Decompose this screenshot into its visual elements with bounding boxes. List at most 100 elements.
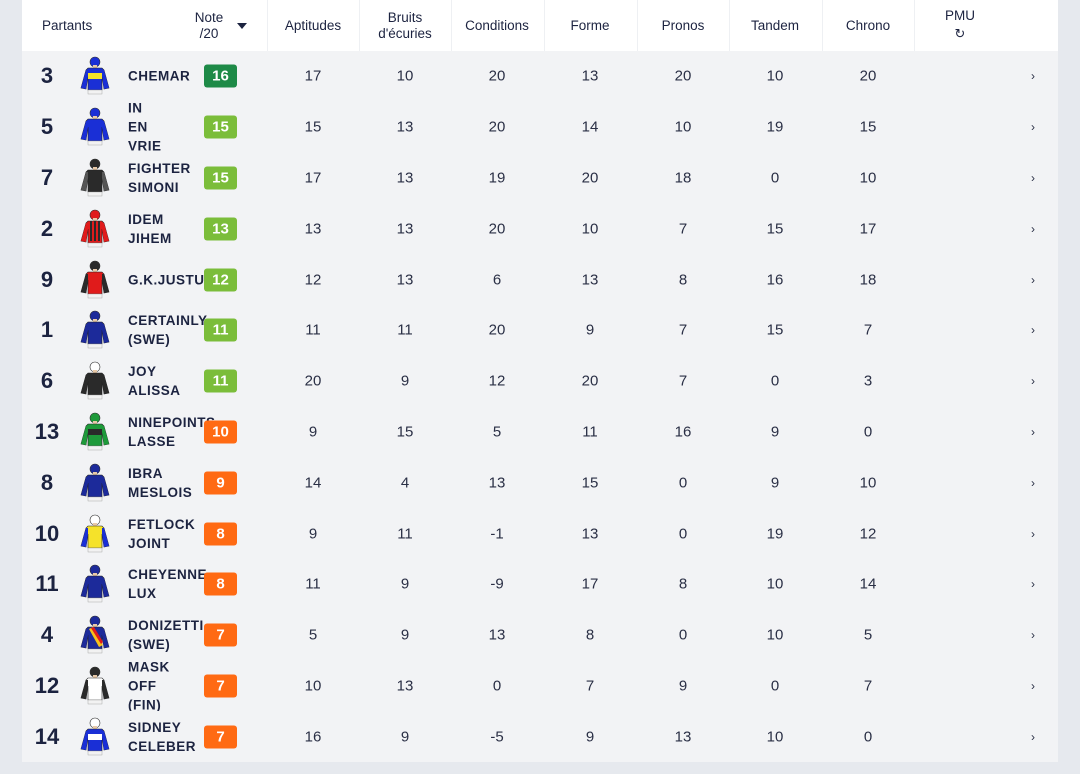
table-row[interactable]: 4 DONIZETTI (SWE) 7 5 9 13 8 0 10 5 ›: [22, 609, 1058, 661]
pronos-value: 16: [674, 423, 692, 441]
chevron-right-icon[interactable]: ›: [1031, 526, 1035, 541]
horse-name[interactable]: DONIZETTI (SWE): [128, 618, 204, 653]
header-chrono-label: Chrono: [845, 17, 891, 33]
horse-name[interactable]: IDEM JIHEM: [128, 211, 172, 246]
note-badge: 12: [204, 268, 237, 292]
horse-number: 13: [34, 418, 60, 444]
forme-value: 8: [585, 626, 595, 644]
horse-number: 3: [40, 63, 54, 89]
chevron-right-icon[interactable]: ›: [1031, 475, 1035, 490]
note-badge: 7: [204, 725, 237, 749]
pronos-value: 7: [678, 321, 688, 339]
chevron-right-icon[interactable]: ›: [1031, 729, 1035, 744]
chrono-value: 14: [859, 575, 877, 593]
horse-name[interactable]: CHEYENNE LUX: [128, 567, 208, 602]
tandem-value: 0: [770, 677, 780, 695]
conditions-value: 13: [488, 626, 506, 644]
conditions-value: -9: [490, 575, 504, 593]
chevron-right-icon[interactable]: ›: [1031, 120, 1035, 135]
tandem-value: 10: [766, 626, 784, 644]
tandem-value: 0: [770, 372, 780, 390]
tandem-value: 19: [766, 525, 784, 543]
forme-value: 20: [581, 169, 599, 187]
aptitudes-value: 14: [304, 474, 322, 492]
table-row[interactable]: 14 SIDNEY CELEBER 7 16 9 -5 9 13 10 0 ›: [22, 711, 1058, 763]
horse-name[interactable]: G.K.JUSTU: [128, 272, 205, 288]
bruits-value: 4: [400, 474, 410, 492]
aptitudes-value: 13: [304, 220, 322, 238]
header-pmu-label: PMU: [945, 8, 975, 23]
bruits-value: 15: [396, 423, 414, 441]
pronos-value: 13: [674, 728, 692, 746]
pronos-value: 0: [678, 525, 688, 543]
table-row[interactable]: 10 FETLOCK JOINT 8 9 11 -1 13 0 19 12 ›: [22, 508, 1058, 559]
horse-name[interactable]: FETLOCK JOINT: [128, 516, 196, 551]
horse-name[interactable]: CERTAINLY (SWE): [128, 313, 208, 348]
chevron-right-icon[interactable]: ›: [1031, 628, 1035, 643]
chevron-right-icon[interactable]: ›: [1031, 272, 1035, 287]
chevron-right-icon[interactable]: ›: [1031, 678, 1035, 693]
chevron-right-icon[interactable]: ›: [1031, 221, 1035, 236]
aptitudes-value: 11: [305, 321, 321, 339]
header-bruits: Bruits d'écuries: [359, 0, 451, 51]
horse-name[interactable]: SIDNEY CELEBER: [128, 719, 197, 754]
jockey-silk-icon: [77, 514, 113, 554]
pronos-value: 20: [674, 67, 692, 85]
chrono-value: 3: [863, 372, 873, 390]
aptitudes-value: 12: [304, 271, 322, 289]
pronos-value: 18: [674, 169, 692, 187]
table-row[interactable]: 9 G.K.JUSTU 12 12 13 6 13 8 16 18 ›: [22, 254, 1058, 305]
horse-name[interactable]: IBRA MESLOIS: [128, 465, 193, 500]
header-note-scale: /20: [199, 25, 219, 41]
pronos-value: 0: [678, 474, 688, 492]
header-tandem-label: Tandem: [750, 17, 800, 33]
forme-value: 9: [585, 728, 595, 746]
table-row[interactable]: 8 IBRA MESLOIS 9 14 4 13 15 0 9 10 ›: [22, 457, 1058, 509]
chevron-right-icon[interactable]: ›: [1031, 323, 1035, 338]
chevron-right-icon[interactable]: ›: [1031, 69, 1035, 84]
forme-value: 17: [581, 575, 599, 593]
jockey-silk-icon: [77, 615, 113, 655]
chrono-value: 17: [859, 220, 877, 238]
chrono-value: 12: [859, 525, 877, 543]
horse-number: 4: [40, 622, 54, 648]
table-row[interactable]: 12 MASK OFF (FIN) 7 10 13 0 7 9 0 7 ›: [22, 659, 1058, 712]
table-row[interactable]: 7 FIGHTER SIMONI 15 17 13 19 20 18 0 10 ›: [22, 152, 1058, 204]
horse-name[interactable]: MASK OFF (FIN): [128, 659, 170, 713]
header-divider: [451, 0, 452, 51]
horse-name[interactable]: IN EN VRIE: [128, 100, 162, 154]
aptitudes-value: 15: [304, 118, 322, 136]
chevron-right-icon[interactable]: ›: [1031, 374, 1035, 389]
chrono-value: 15: [859, 118, 877, 136]
table-row[interactable]: 13 NINEPOINTS LASSE 10 9 15 5 11 16 9 0 ›: [22, 406, 1058, 458]
header-note-label: Note: [194, 9, 224, 25]
note-badge: 8: [204, 572, 237, 596]
tandem-value: 10: [766, 67, 784, 85]
table-row[interactable]: 11 CHEYENNE LUX 8 11 9 -9 17 8 10 14 ›: [22, 559, 1058, 610]
conditions-value: 13: [488, 474, 506, 492]
note-badge: 13: [204, 217, 237, 241]
chrono-value: 0: [863, 728, 873, 746]
header-aptitudes-label: Aptitudes: [284, 17, 342, 33]
table-row[interactable]: 6 JOY ALISSA 11 20 9 12 20 7 0 3 ›: [22, 355, 1058, 407]
horse-name[interactable]: NINEPOINTS LASSE: [128, 414, 216, 449]
jockey-silk-icon: [77, 209, 113, 249]
header-pmu[interactable]: PMU ↻: [914, 0, 1006, 51]
conditions-value: 0: [492, 677, 502, 695]
table-row[interactable]: 1 CERTAINLY (SWE) 11 11 11 20 9 7 15 7 ›: [22, 305, 1058, 356]
table-row[interactable]: 2 IDEM JIHEM 13 13 13 20 10 7 15 17 ›: [22, 203, 1058, 255]
header-note-sort[interactable]: Note /20: [175, 0, 267, 51]
horse-name[interactable]: CHEMAR: [128, 68, 191, 84]
header-pronos: Pronos: [637, 0, 729, 51]
chevron-right-icon[interactable]: ›: [1031, 170, 1035, 185]
aptitudes-value: 17: [304, 169, 322, 187]
jockey-silk-icon: [77, 260, 113, 300]
table-row[interactable]: 3 CHEMAR 16 17 10 20 13 20 10 20 ›: [22, 51, 1058, 102]
table-row[interactable]: 5 IN EN VRIE 15 15 13 20 14 10 19 15 ›: [22, 100, 1058, 154]
pronos-value: 8: [678, 271, 688, 289]
horse-name[interactable]: JOY ALISSA: [128, 364, 181, 399]
refresh-icon[interactable]: ↻: [954, 26, 966, 41]
chevron-right-icon[interactable]: ›: [1031, 577, 1035, 592]
horse-name[interactable]: FIGHTER SIMONI: [128, 160, 191, 195]
chevron-right-icon[interactable]: ›: [1031, 424, 1035, 439]
